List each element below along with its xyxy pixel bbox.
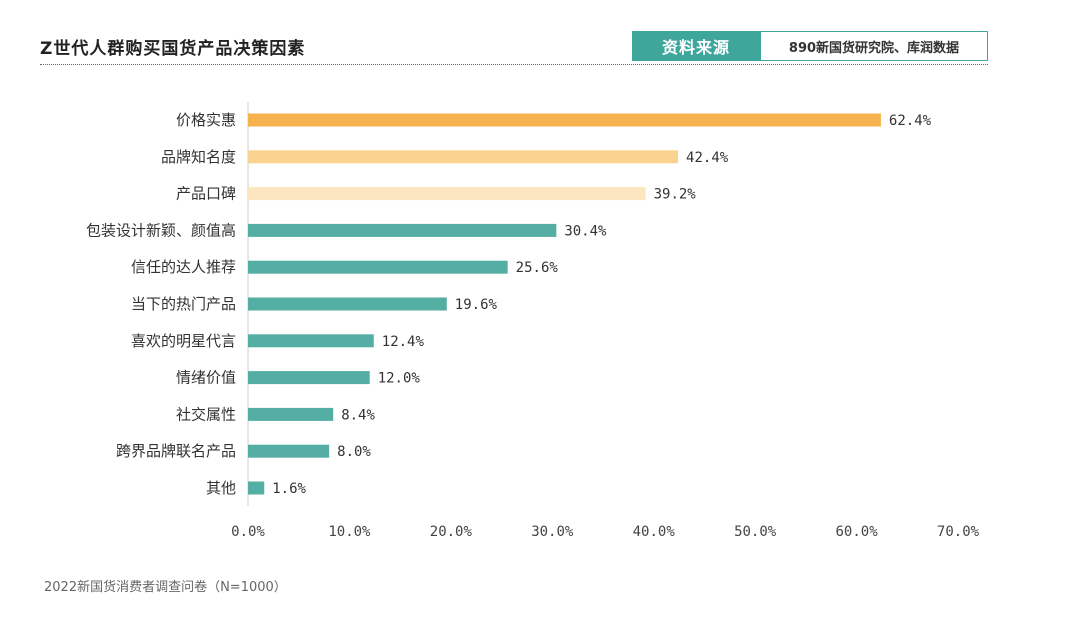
source-value: 890新国货研究院、库润数据 <box>760 31 988 61</box>
title-divider <box>40 64 988 65</box>
bar-1 <box>248 150 679 164</box>
value-label: 12.0% <box>378 371 421 387</box>
category-label: 其他 <box>206 479 236 497</box>
bar-8 <box>248 407 334 421</box>
bar-3 <box>248 223 557 237</box>
bars-group <box>248 113 881 495</box>
x-tick-label: 30.0% <box>531 524 574 540</box>
bar-9 <box>248 444 330 458</box>
bar-5 <box>248 297 447 311</box>
x-tick-label: 10.0% <box>328 524 371 540</box>
value-labels-group: 62.4% 42.4% 39.2% 30.4% 25.6% 19.6% 12.4% 12.0%… <box>272 113 931 497</box>
value-label: 1.6% <box>272 481 306 497</box>
category-label: 信任的达人推荐 <box>131 258 236 276</box>
bar-10 <box>248 481 265 495</box>
bar-6 <box>248 334 374 348</box>
value-label: 19.6% <box>455 297 498 313</box>
category-label: 跨界品牌联名产品 <box>116 442 236 460</box>
bar-4 <box>248 260 508 274</box>
value-label: 39.2% <box>654 187 697 203</box>
bar-7 <box>248 371 370 385</box>
x-tick-label: 60.0% <box>835 524 878 540</box>
x-tick-label: 40.0% <box>633 524 676 540</box>
x-tick-label: 0.0% <box>231 524 265 540</box>
category-label: 情绪价值 <box>176 369 236 387</box>
x-tick-labels-group: 0.0% 10.0% 20.0% 30.0% 40.0% 50.0% 60.0% 70.0% <box>231 524 979 540</box>
chart-title: Z世代人群购买国货产品决策因素 <box>40 39 306 59</box>
value-label: 30.4% <box>564 223 607 239</box>
category-label: 产品口碑 <box>176 185 236 203</box>
x-tick-label: 70.0% <box>937 524 980 540</box>
value-label: 25.6% <box>516 260 559 276</box>
source-box: 资料来源 890新国货研究院、库润数据 <box>632 31 988 61</box>
bar-0 <box>248 113 881 127</box>
value-label: 12.4% <box>382 334 425 350</box>
x-tick-label: 50.0% <box>734 524 777 540</box>
value-label: 8.4% <box>341 407 375 423</box>
category-labels-group: 价格实惠品牌知名度产品口碑包装设计新颖、颜值高信任的达人推荐当下的热门产品喜欢的… <box>86 111 236 497</box>
category-label: 喜欢的明星代言 <box>131 332 236 350</box>
category-label: 品牌知名度 <box>161 148 236 166</box>
category-label: 包装设计新颖、颜值高 <box>86 221 236 239</box>
value-label: 42.4% <box>686 150 729 166</box>
category-label: 社交属性 <box>176 405 236 423</box>
footnote: 2022新国货消费者调查问卷（N=1000） <box>44 580 287 595</box>
x-tick-label: 20.0% <box>430 524 473 540</box>
value-label: 8.0% <box>337 444 371 460</box>
category-label: 当下的热门产品 <box>131 295 236 313</box>
source-label: 资料来源 <box>632 31 760 61</box>
value-label: 62.4% <box>889 113 932 129</box>
bar-2 <box>248 187 646 201</box>
category-label: 价格实惠 <box>176 111 236 129</box>
